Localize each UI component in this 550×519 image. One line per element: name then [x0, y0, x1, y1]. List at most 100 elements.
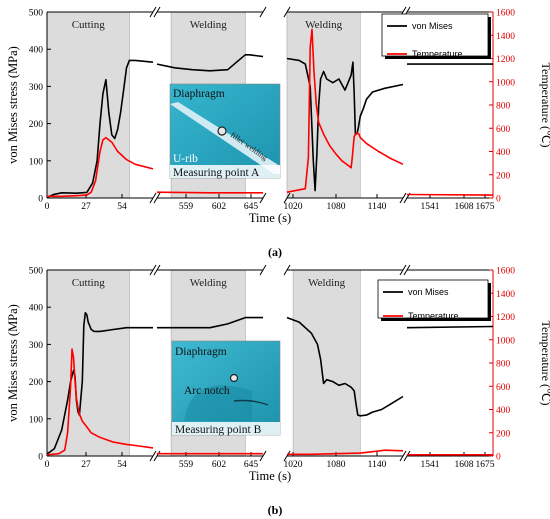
x-tick-label: 559 — [179, 202, 194, 212]
legend-label-0: von Mises — [408, 287, 449, 297]
x-tick-label: 602 — [212, 202, 227, 212]
y-tick-label: 300 — [29, 341, 44, 351]
y-tick-label: 0 — [38, 195, 43, 205]
axis-break-mark — [153, 6, 161, 18]
arc-notch-shape — [184, 385, 252, 421]
axis-break-mark — [403, 450, 411, 462]
y-right-tick-label: 1200 — [496, 313, 515, 323]
series-line-temperature-segment-1 — [156, 191, 263, 194]
y-right-tick-label: 400 — [496, 148, 511, 158]
axis-break-mark — [259, 6, 267, 18]
axis-break-mark — [403, 264, 411, 276]
y-right-tick-label: 0 — [496, 453, 501, 463]
series-line-von-mises-segment-2 — [286, 57, 404, 192]
region-label-0: Cutting — [72, 277, 106, 289]
y-tick-label: 400 — [29, 304, 44, 314]
x-tick-label: 27 — [81, 460, 91, 470]
axis-break-mark — [259, 264, 267, 276]
y-axis-label: von Mises stress (MPa) — [6, 46, 20, 164]
y-right-tick-label: 200 — [496, 171, 511, 181]
inset-caption-bg — [170, 165, 280, 178]
x-tick-label: 54 — [117, 460, 127, 470]
y-tick-label: 100 — [29, 415, 44, 425]
axis-break-mark — [259, 192, 267, 204]
inset-caption: Measuring point A — [173, 167, 260, 179]
inset-caption: Measuring point B — [175, 424, 262, 436]
x-tick-label: 602 — [212, 460, 227, 470]
inset-middle-label: Arc notch — [184, 385, 230, 397]
x-axis-label: Time (s) — [249, 211, 291, 225]
legend-box — [377, 279, 489, 319]
legend-box — [381, 13, 489, 57]
y-tick-label: 100 — [29, 157, 44, 167]
y-axis-label: von Mises stress (MPa) — [6, 304, 20, 422]
axis-break-mark — [399, 264, 407, 276]
region-label-2: Welding — [305, 19, 342, 31]
y-tick-label: 200 — [29, 378, 44, 388]
axis-break-mark — [149, 6, 157, 18]
x-axis-label: Time (s) — [249, 469, 291, 483]
x-tick-label: 27 — [81, 202, 91, 212]
inset-bottom-label: U-rib — [173, 153, 198, 165]
axis-break-mark — [149, 192, 157, 204]
y-right-tick-label: 600 — [496, 125, 511, 135]
x-tick-label: 0 — [45, 460, 50, 470]
notch-edge — [233, 399, 269, 406]
x-tick-label: 645 — [244, 460, 259, 470]
panel-b: Cutting Welding Welding 0 100 200 300 400 500 0 20… — [6, 264, 550, 517]
axis-break-mark — [399, 192, 407, 204]
y-right-tick-label: 1200 — [496, 55, 515, 65]
legend-label-0: von Mises — [412, 21, 453, 31]
series-line-temperature-segment-2 — [286, 28, 404, 193]
series-line-temperature-segment-0 — [47, 136, 154, 198]
y-right-tick-label: 800 — [496, 102, 511, 112]
x-tick-label: 1541 — [421, 202, 440, 212]
panel-label: (b) — [268, 503, 283, 517]
axis-break-mark — [259, 450, 267, 462]
measuring-point-marker — [217, 126, 227, 136]
legend-label-1: Temperature — [408, 311, 459, 321]
axis-break-mark — [153, 192, 161, 204]
axis-break-mark — [283, 6, 291, 18]
series-line-von-mises-segment-1 — [156, 53, 264, 72]
x-tick-label: 1608 — [455, 202, 474, 212]
x-tick-label: 1140 — [368, 460, 387, 470]
y-right-tick-label: 1600 — [496, 9, 515, 19]
series-line-von-mises-segment-1 — [157, 316, 263, 329]
axis-break-mark — [283, 264, 291, 276]
x-tick-label: 0 — [45, 202, 50, 212]
x-tick-label: 1608 — [455, 460, 474, 470]
panel-label: (a) — [268, 245, 282, 259]
y-tick-label: 0 — [38, 453, 43, 463]
y-tick-label: 400 — [29, 46, 44, 56]
x-tick-label: 1675 — [476, 460, 495, 470]
x-tick-label: 1020 — [284, 460, 303, 470]
axis-break-mark — [153, 264, 161, 276]
y-right-tick-label: 200 — [496, 429, 511, 439]
x-tick-label: 1541 — [421, 460, 440, 470]
region-shade-0 — [46, 11, 130, 199]
region-shade-2 — [292, 269, 361, 457]
x-tick-label: 1140 — [368, 202, 387, 212]
axis-break-mark — [149, 450, 157, 462]
y-right-tick-label: 1400 — [496, 32, 515, 42]
x-tick-label: 1080 — [327, 202, 346, 212]
y-tick-label: 300 — [29, 83, 44, 93]
region-shade-2 — [286, 11, 361, 199]
legend-label-1: Temperature — [412, 49, 463, 59]
x-tick-label: 1675 — [476, 202, 495, 212]
series-line-von-mises-segment-3 — [406, 325, 494, 329]
series-line-temperature-segment-3 — [406, 193, 494, 196]
series-line-von-mises-segment-0 — [46, 59, 154, 199]
y-right-tick-label: 800 — [496, 360, 511, 370]
inset-caption-bg — [172, 422, 280, 435]
x-tick-label: 1020 — [284, 202, 303, 212]
x-tick-label: 645 — [244, 202, 259, 212]
region-label-2: Welding — [308, 277, 345, 289]
series-line-temperature-segment-2 — [287, 449, 404, 456]
y-right-tick-label: 1600 — [496, 267, 515, 277]
panel-a: Cutting Welding Welding 0 100 200 300 400 500 0 20… — [6, 6, 550, 259]
region-label-0: Cutting — [72, 19, 106, 31]
axis-break-mark — [283, 450, 291, 462]
